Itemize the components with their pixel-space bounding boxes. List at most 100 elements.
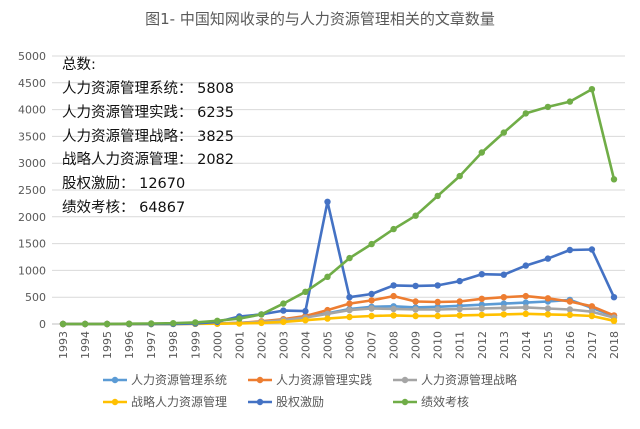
data-point	[500, 129, 507, 136]
legend-marker	[111, 398, 119, 406]
data-point	[478, 311, 485, 319]
data-point	[324, 310, 331, 317]
series-lines	[59, 86, 618, 328]
x-tick-label: 2006	[344, 331, 357, 359]
x-tick-label: 1997	[145, 331, 158, 359]
data-point	[434, 312, 441, 320]
data-point	[346, 294, 353, 301]
data-point	[544, 255, 552, 262]
data-point	[258, 311, 265, 318]
x-axis: 1993 1994 1995 1996 1997 1998 1999 2000 2001 2002…	[57, 331, 621, 359]
data-point	[500, 294, 507, 301]
data-point	[390, 312, 397, 319]
x-tick-label: 2009	[410, 331, 423, 359]
data-point	[368, 290, 375, 298]
y-tick-label: 5000	[18, 50, 46, 63]
data-point	[324, 198, 331, 205]
y-tick-label: 500	[25, 291, 46, 304]
legend-label: 股权激励	[276, 395, 324, 409]
x-tick-label: 2010	[432, 331, 445, 359]
data-point	[588, 86, 596, 93]
x-tick-label: 2002	[255, 331, 268, 359]
data-point	[478, 271, 485, 278]
x-tick-label: 2008	[388, 331, 401, 359]
x-tick-label: 2007	[366, 331, 379, 359]
totals-line: 人力资源管理战略： 3825	[62, 128, 234, 145]
data-point	[412, 298, 419, 305]
data-point	[566, 306, 574, 313]
data-point	[390, 225, 397, 233]
data-point	[588, 312, 596, 320]
data-point	[368, 297, 375, 304]
data-point	[478, 149, 485, 156]
x-tick-label: 2003	[277, 331, 290, 359]
legend-label: 人力资源管理实践	[276, 372, 372, 387]
data-point	[522, 310, 529, 317]
data-point	[434, 282, 441, 289]
y-tick-label: 1000	[18, 264, 46, 277]
data-point	[500, 271, 507, 278]
y-tick-label: 4500	[18, 77, 46, 90]
totals-line: 绩效考核： 64867	[62, 199, 185, 216]
x-tick-label: 2005	[321, 331, 334, 359]
data-point	[346, 313, 353, 321]
x-tick-label: 1998	[167, 331, 180, 359]
totals-annotation: 总数: 人力资源管理系统： 5808 人力资源管理实践： 6235 人力资源管理…	[62, 56, 234, 216]
data-point	[610, 176, 618, 183]
x-tick-label: 1996	[123, 331, 136, 359]
chart-title: 图1- 中国知网收录的与人力资源管理相关的文章数量	[145, 10, 495, 28]
data-point	[434, 306, 441, 313]
x-tick-label: 2001	[233, 331, 246, 359]
x-tick-label: 2016	[564, 331, 577, 359]
data-point	[148, 320, 155, 327]
data-point	[346, 254, 353, 262]
data-point	[324, 273, 331, 280]
data-point	[302, 307, 309, 315]
data-point	[566, 246, 574, 254]
data-point	[214, 317, 221, 324]
y-tick-label: 3000	[18, 157, 46, 170]
x-tick-label: 2000	[211, 331, 224, 359]
data-point	[610, 317, 618, 324]
data-point	[566, 98, 574, 105]
data-point	[302, 288, 309, 295]
data-point	[456, 277, 463, 285]
data-point	[522, 304, 529, 311]
x-tick-label: 2014	[520, 331, 533, 359]
data-point	[478, 305, 485, 312]
data-point	[236, 320, 243, 327]
x-tick-label: 2012	[476, 331, 489, 359]
data-point	[390, 282, 397, 289]
legend-label: 绩效考核	[421, 394, 469, 409]
data-point	[125, 320, 133, 327]
x-tick-label: 2015	[542, 331, 555, 359]
data-point	[390, 305, 397, 313]
x-tick-label: 2018	[608, 331, 621, 359]
data-point	[566, 311, 574, 319]
x-tick-label: 2011	[454, 331, 467, 359]
data-point	[588, 246, 596, 253]
data-point	[522, 262, 529, 269]
data-point	[522, 292, 529, 300]
totals-line: 股权激励： 12670	[62, 175, 185, 192]
x-tick-label: 1994	[79, 331, 92, 359]
legend-label: 人力资源管理系统	[131, 372, 227, 387]
x-tick-label: 1993	[57, 331, 70, 359]
data-point	[81, 320, 89, 328]
data-point	[456, 312, 463, 319]
data-point	[412, 282, 419, 290]
x-tick-label: 2017	[586, 331, 599, 359]
x-tick-label: 2004	[299, 331, 312, 359]
x-tick-label: 2013	[498, 331, 511, 359]
data-point	[280, 318, 287, 326]
data-point	[346, 300, 353, 307]
y-tick-label: 4000	[18, 104, 46, 117]
legend-label: 人力资源管理战略	[421, 372, 517, 387]
data-point	[324, 315, 331, 322]
y-tick-label: 2000	[18, 211, 46, 224]
data-point	[170, 320, 177, 327]
data-point	[544, 103, 552, 111]
legend-marker	[401, 398, 409, 406]
